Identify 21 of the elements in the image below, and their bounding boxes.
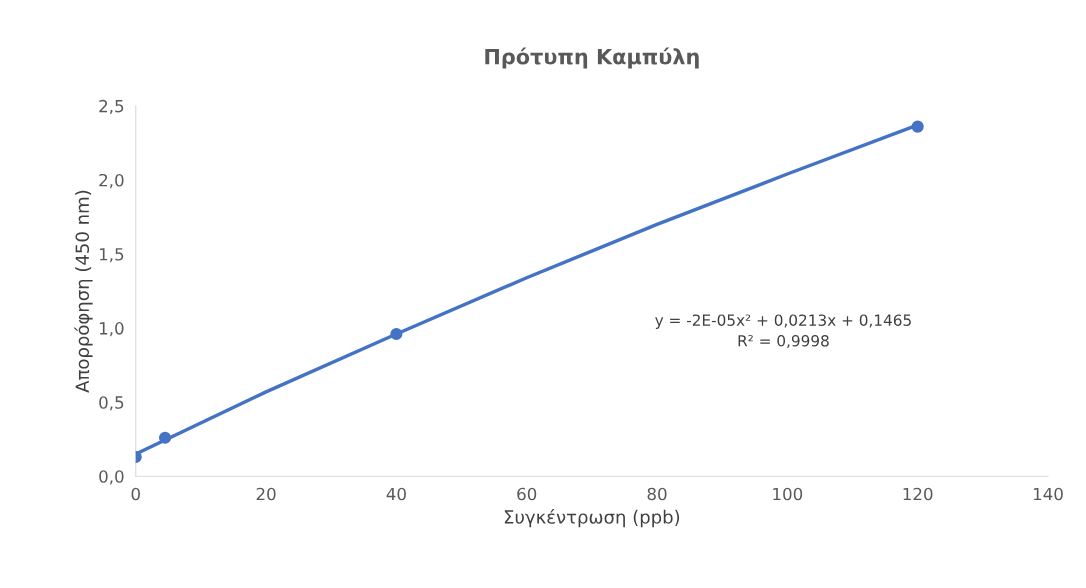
y-tick-label: 0,0 (99, 470, 124, 485)
x-tick-label: 140 (1033, 487, 1063, 501)
y-tick-label: 2,0 (99, 173, 124, 189)
x-tick-label: 40 (386, 487, 406, 501)
x-tick-label: 120 (903, 487, 933, 501)
y-tick-label: 1,5 (99, 248, 124, 263)
y-axis-title: Απορρόφηση (450 nm) (74, 190, 93, 393)
x-tick-label: 0 (131, 487, 140, 501)
point (158, 431, 172, 444)
x-tick-label: 100 (773, 487, 803, 501)
chart-title: Πρότυπη Καμπύλη (485, 47, 699, 69)
annotation: y = -2E-05x² + 0,0213x + 0,1465 R² = 0,9998 (655, 314, 911, 349)
point (390, 327, 403, 341)
x-tick-label: 80 (647, 487, 667, 501)
y-tick-label: 0,5 (99, 396, 124, 411)
y-tick-label: 2,5 (99, 99, 124, 115)
y-tick-label: 1,0 (99, 322, 124, 337)
x-axis-title: Συγκέντρωση (ppb) (504, 509, 680, 528)
point (911, 120, 924, 133)
x-tick-label: 60 (517, 487, 537, 501)
x-tick-label: 20 (256, 487, 276, 501)
